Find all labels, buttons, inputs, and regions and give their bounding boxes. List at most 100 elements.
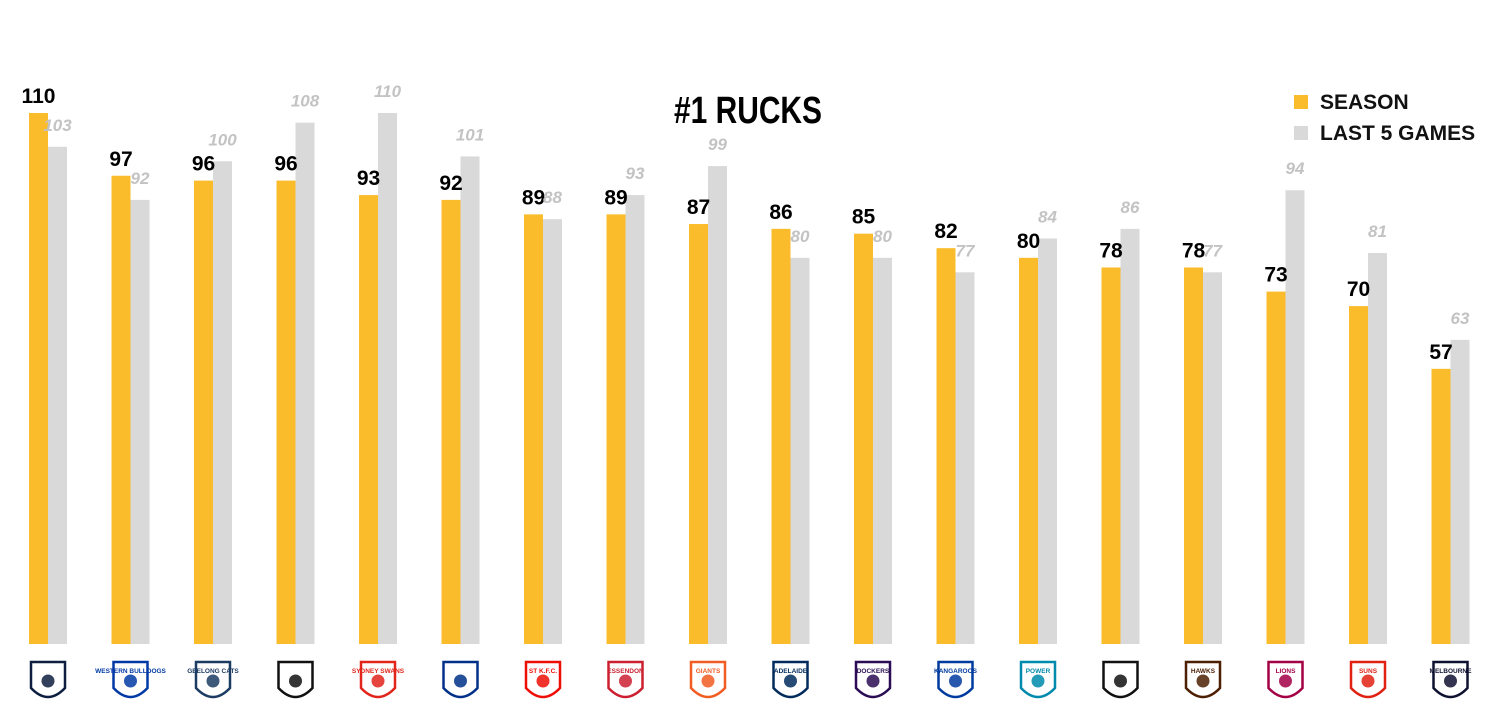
sydney-logo-icon: SYDNEY SWANS	[352, 660, 405, 699]
legend-swatch-last5	[1294, 126, 1308, 140]
collingwood-logo-icon	[1102, 660, 1139, 699]
bar-season-carlton	[29, 113, 48, 644]
logo-text-st-kilda: ST K.F.C.	[529, 668, 557, 675]
label-last5-sydney: 110	[374, 82, 402, 101]
bar-season-west-coast	[441, 199, 461, 644]
label-last5-collingwood: 86	[1121, 198, 1140, 217]
bar-last5-port-adelaide	[1038, 238, 1057, 644]
bar-season-hawthorn	[1184, 267, 1203, 644]
logo-text-geelong: GEELONG CATS	[187, 668, 239, 675]
gold-coast-logo-icon: SUNS	[1349, 660, 1387, 699]
label-last5-western-bulldogs: 92	[131, 169, 150, 188]
bar-season-port-adelaide	[1019, 257, 1038, 644]
bar-last5-richmond	[295, 122, 315, 645]
bar-season-western-bulldogs	[111, 175, 131, 644]
bar-season-adelaide	[771, 228, 791, 644]
label-season-hawthorn: 78	[1182, 239, 1206, 262]
logo-text-melbourne: MELBOURNE	[1430, 668, 1473, 675]
logo-text-western-bulldogs: WESTERN BULLDOGS	[95, 668, 166, 675]
bar-last5-melbourne	[1450, 339, 1470, 644]
hawthorn-logo-icon: HAWKS	[1184, 660, 1222, 699]
label-season-geelong: 96	[192, 153, 215, 176]
logo-text-north-melbourne: KANGAROOS	[934, 668, 978, 675]
bar-last5-western-bulldogs	[130, 199, 150, 644]
label-last5-port-adelaide: 84	[1038, 208, 1057, 227]
chart-title: #1 RUCKS	[674, 90, 822, 132]
bar-season-fremantle	[854, 233, 873, 644]
bar-season-st-kilda	[524, 214, 543, 644]
label-last5-west-coast: 101	[456, 125, 484, 144]
bars-group	[29, 113, 1470, 645]
label-last5-essendon: 93	[626, 164, 645, 183]
logo-text-port-adelaide: POWER	[1026, 668, 1051, 675]
label-season-brisbane: 73	[1264, 264, 1287, 287]
bar-last5-collingwood	[1120, 228, 1140, 644]
logo-text-essendon: ESSENDON	[607, 668, 644, 675]
label-last5-melbourne: 63	[1451, 309, 1470, 328]
label-last5-fremantle: 80	[873, 227, 892, 246]
label-season-gws: 87	[687, 196, 710, 219]
bar-season-geelong	[194, 180, 213, 644]
north-melbourne-logo-icon: KANGAROOS	[934, 660, 978, 699]
label-last5-brisbane: 94	[1286, 159, 1305, 178]
essendon-logo-icon: ESSENDON	[607, 660, 644, 699]
gws-logo-icon: GIANTS	[689, 660, 727, 699]
label-season-north-melbourne: 82	[934, 220, 957, 243]
label-season-collingwood: 78	[1099, 239, 1123, 262]
bar-season-collingwood	[1101, 267, 1121, 644]
bar-last5-brisbane	[1285, 190, 1305, 644]
label-last5-gold-coast: 81	[1368, 222, 1387, 241]
bar-season-gws	[689, 224, 708, 644]
label-last5-richmond: 108	[291, 92, 320, 111]
bar-last5-gws	[708, 166, 727, 644]
adelaide-logo-icon: ADELAIDE	[772, 660, 809, 699]
richmond-logo-icon	[277, 660, 314, 699]
label-last5-hawthorn: 77	[1203, 241, 1223, 260]
bar-season-essendon	[606, 214, 626, 644]
label-season-west-coast: 92	[439, 172, 462, 195]
bar-last5-sydney	[378, 113, 397, 644]
carlton-logo-icon	[29, 660, 67, 699]
bar-season-north-melbourne	[936, 248, 956, 644]
bar-last5-fremantle	[873, 257, 892, 644]
western-bulldogs-logo-icon: WESTERN BULLDOGS	[95, 660, 167, 699]
logo-text-gold-coast: SUNS	[1359, 668, 1378, 675]
bar-last5-adelaide	[790, 257, 810, 644]
geelong-logo-icon: GEELONG CATS	[187, 660, 239, 699]
port-adelaide-logo-icon: POWER	[1019, 660, 1057, 699]
st-kilda-logo-icon: ST K.F.C.	[524, 660, 562, 699]
label-season-st-kilda: 89	[522, 186, 545, 209]
bar-season-melbourne	[1431, 368, 1451, 644]
bar-last5-carlton	[48, 146, 67, 645]
legend-swatch-season	[1294, 95, 1308, 109]
label-season-carlton: 110	[22, 85, 56, 108]
label-last5-geelong: 100	[208, 130, 237, 149]
label-season-sydney: 93	[357, 167, 380, 190]
label-season-western-bulldogs: 97	[109, 148, 132, 171]
label-season-gold-coast: 70	[1347, 278, 1370, 301]
logo-text-fremantle: DOCKERS	[857, 668, 890, 675]
legend: SEASON LAST 5 GAMES	[1294, 91, 1475, 145]
bar-last5-gold-coast	[1368, 252, 1387, 644]
team-logos-row: WESTERN BULLDOGS GEELONG CATS SYDNEY SWANS…	[29, 660, 1473, 699]
label-last5-adelaide: 80	[791, 227, 810, 246]
logo-text-sydney: SYDNEY SWANS	[352, 668, 405, 675]
bar-last5-north-melbourne	[955, 272, 975, 644]
fremantle-logo-icon: DOCKERS	[854, 660, 892, 699]
bar-season-richmond	[276, 180, 296, 644]
label-last5-st-kilda: 88	[543, 188, 562, 207]
bar-last5-west-coast	[460, 156, 480, 645]
label-season-essendon: 89	[604, 186, 627, 209]
bar-last5-hawthorn	[1203, 272, 1222, 644]
label-season-melbourne: 57	[1429, 341, 1452, 364]
bar-season-gold-coast	[1349, 306, 1368, 644]
logo-text-gws: GIANTS	[696, 668, 721, 675]
bar-season-brisbane	[1266, 291, 1286, 644]
logo-text-hawthorn: HAWKS	[1191, 668, 1216, 675]
legend-label-last5: LAST 5 GAMES	[1320, 122, 1475, 145]
bar-last5-essendon	[625, 195, 645, 644]
label-season-adelaide: 86	[769, 201, 792, 224]
label-last5-gws: 99	[708, 135, 727, 154]
